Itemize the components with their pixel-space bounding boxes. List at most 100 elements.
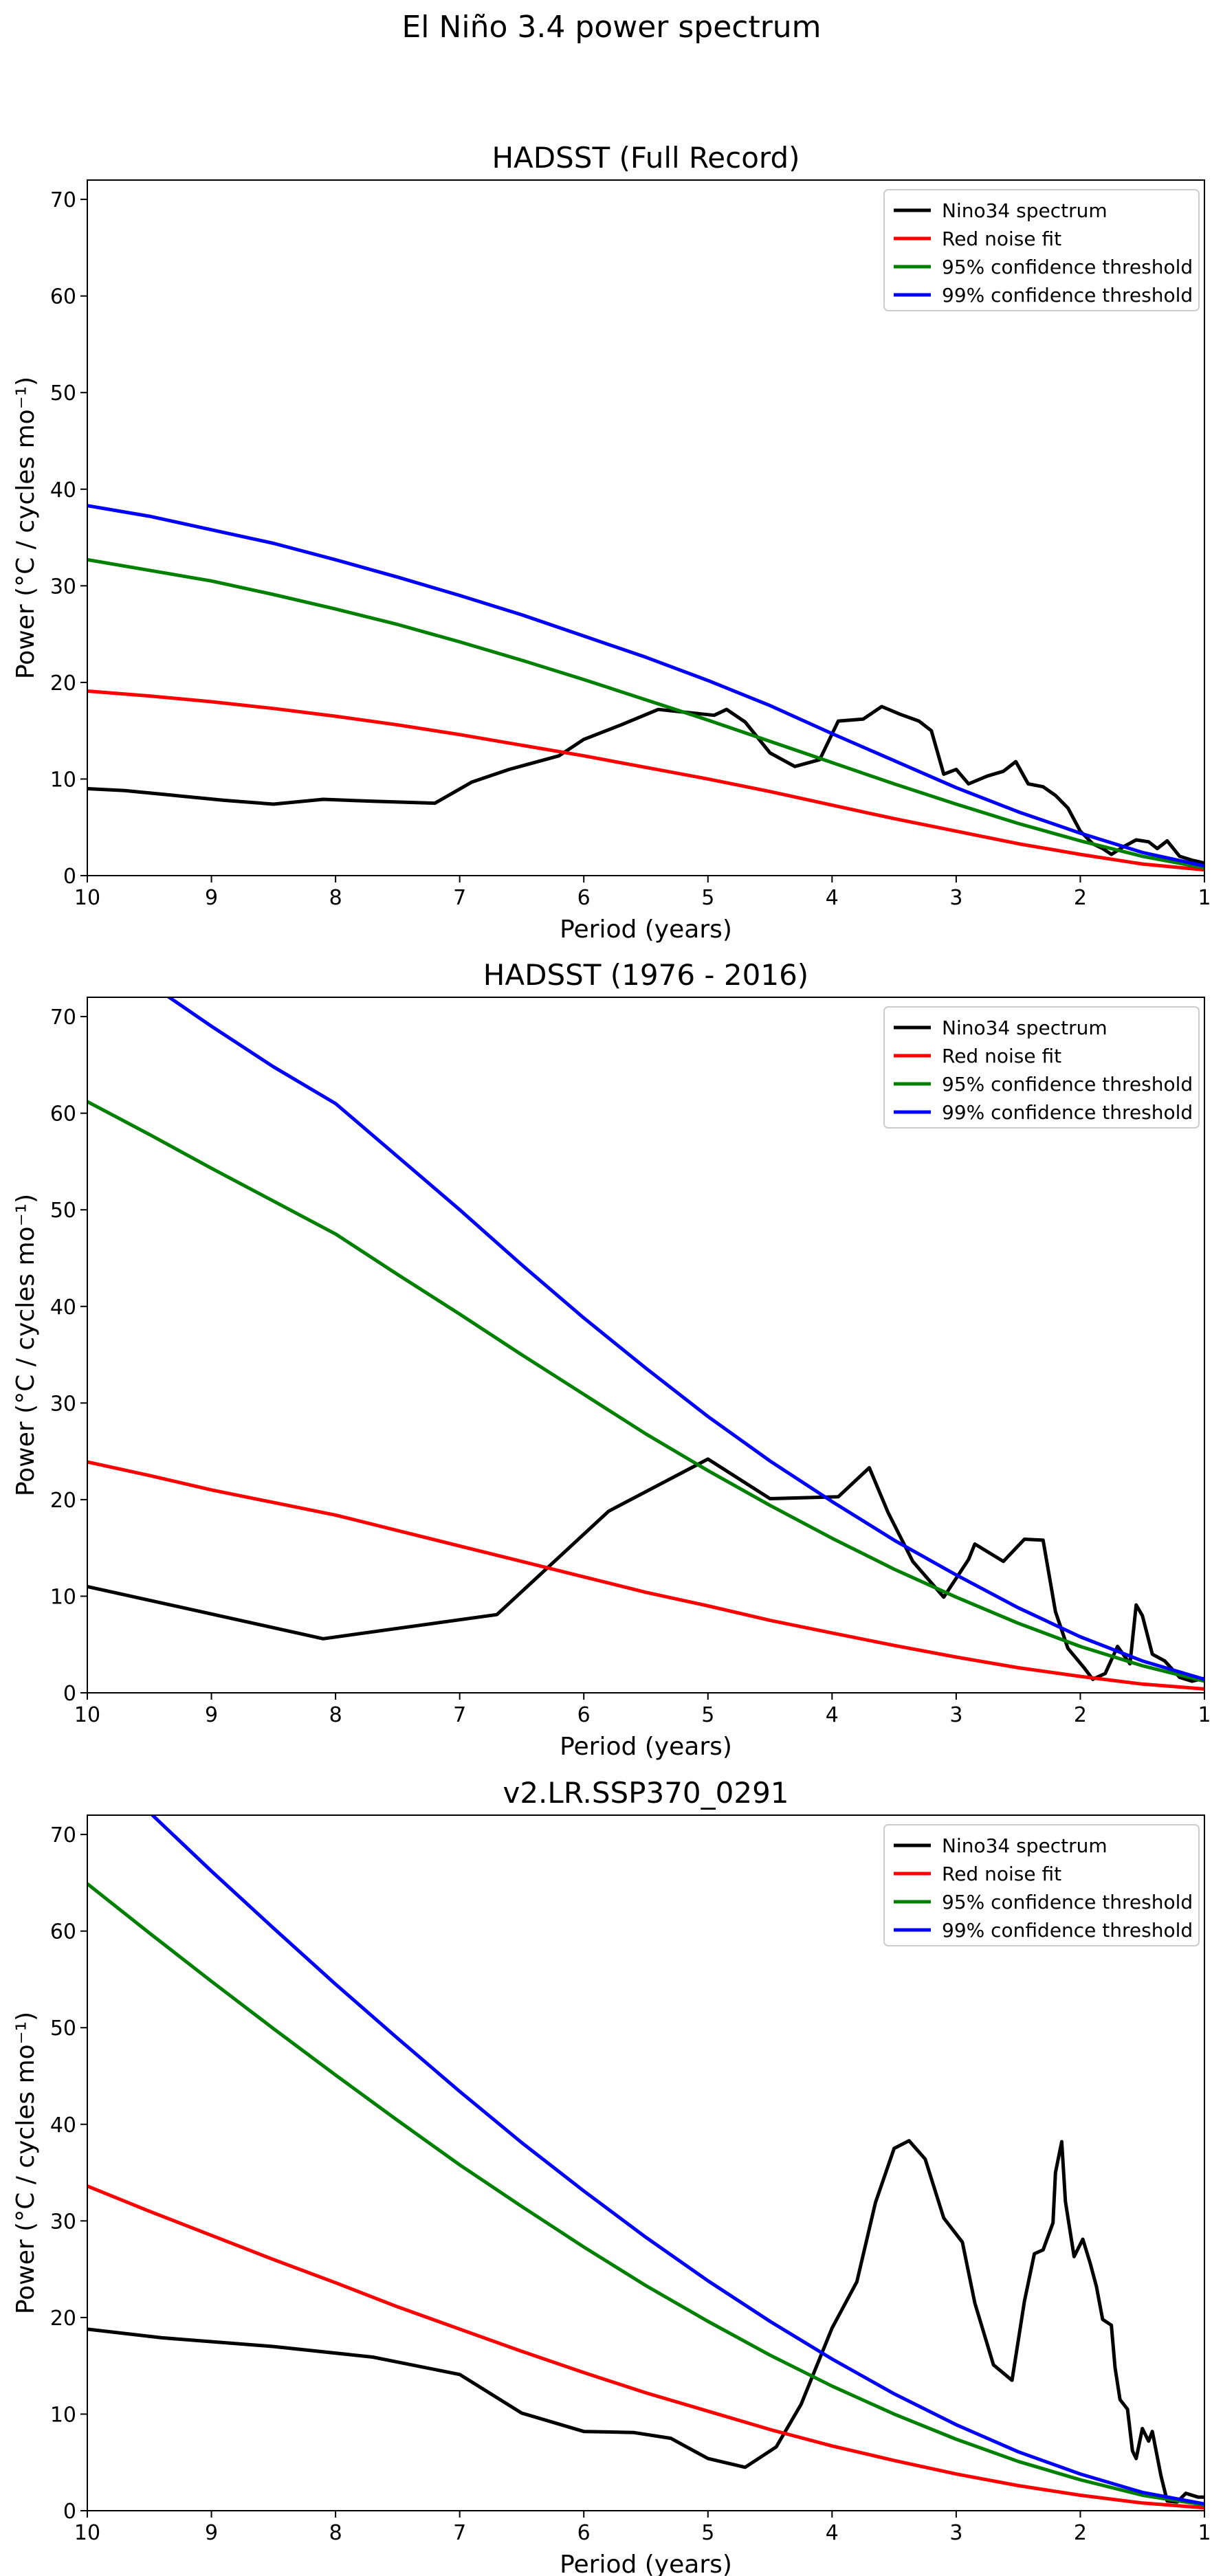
y-tick-label: 20 xyxy=(50,671,76,696)
y-tick-label: 20 xyxy=(50,1489,76,1513)
legend-box xyxy=(883,1824,1200,1946)
y-tick-label: 0 xyxy=(63,2500,76,2524)
x-tick-label: 3 xyxy=(949,2521,962,2545)
y-tick-label: 0 xyxy=(63,865,76,889)
x-tick-label: 9 xyxy=(205,1703,218,1727)
x-tick-label: 7 xyxy=(453,886,466,910)
x-tick-label: 9 xyxy=(205,2521,218,2545)
y-tick-label: 60 xyxy=(50,1920,76,1944)
y-tick-label: 10 xyxy=(50,2403,76,2427)
x-tick-label: 6 xyxy=(577,1703,591,1727)
y-tick-label: 40 xyxy=(50,1296,76,1320)
y-tick-label: 50 xyxy=(50,2017,76,2041)
figure-suptitle: El Niño 3.4 power spectrum xyxy=(401,10,822,45)
legend-label: 99% confidence threshold xyxy=(942,1919,1193,1942)
x-tick-label: 9 xyxy=(205,886,218,910)
series-line-99-confidence-threshold xyxy=(87,504,1204,868)
y-tick-label: 30 xyxy=(50,2210,76,2234)
series-line-99-confidence-threshold xyxy=(166,997,1204,1681)
legend-box xyxy=(883,1006,1200,1129)
x-tick-label: 3 xyxy=(949,886,962,910)
legend: Nino34 spectrum Red noise fit 95% confiden… xyxy=(883,1006,1200,1129)
subplot-title: HADSST (1976 - 2016) xyxy=(483,958,808,992)
series-line-red-noise-fit xyxy=(87,689,1204,872)
x-tick-label: 4 xyxy=(826,886,839,910)
legend: Nino34 spectrum Red noise fit 95% confiden… xyxy=(883,189,1200,311)
x-tick-label: 1 xyxy=(1198,886,1211,910)
plot-frame xyxy=(87,997,1205,1694)
y-tick-label: 70 xyxy=(50,188,76,212)
x-tick-label: 5 xyxy=(701,2521,714,2545)
legend-label: 99% confidence threshold xyxy=(942,284,1193,307)
y-tick-label: 30 xyxy=(50,1392,76,1416)
x-tick-label: 2 xyxy=(1074,1703,1087,1727)
x-tick-label: 8 xyxy=(329,2521,342,2545)
legend-label: 95% confidence threshold xyxy=(942,1073,1193,1096)
y-tick-label: 50 xyxy=(50,381,76,406)
x-tick-label: 2 xyxy=(1074,886,1087,910)
y-tick-label: 10 xyxy=(50,768,76,792)
series-line-red-noise-fit xyxy=(87,1460,1204,1691)
legend-label: Nino34 spectrum xyxy=(942,1017,1108,1039)
y-tick-label: 70 xyxy=(50,1006,76,1030)
legend-label: 95% confidence threshold xyxy=(942,256,1193,278)
x-tick-label: 6 xyxy=(577,2521,591,2545)
subplot-1: HADSST (Full Record)10 9 8 7 6 5 4 3 2 1010203040… xyxy=(12,141,1211,944)
y-axis-label: Power (°C / cycles mo⁻¹) xyxy=(12,2012,40,2314)
x-tick-label: 2 xyxy=(1074,2521,1087,2545)
x-axis-label: Period (years) xyxy=(560,915,732,944)
subplot-title: HADSST (Full Record) xyxy=(492,141,800,175)
x-tick-label: 6 xyxy=(577,886,591,910)
y-tick-label: 40 xyxy=(50,2113,76,2138)
x-tick-label: 1 xyxy=(1198,1703,1211,1727)
x-axis-label: Period (years) xyxy=(560,1733,732,1761)
series-line-nino34-spectrum xyxy=(87,2139,1204,2504)
legend-label: Nino34 spectrum xyxy=(942,199,1108,222)
x-tick-label: 10 xyxy=(74,886,100,910)
y-axis-label: Power (°C / cycles mo⁻¹) xyxy=(12,377,40,679)
legend-label: Nino34 spectrum xyxy=(942,1834,1108,1857)
x-tick-label: 4 xyxy=(826,2521,839,2545)
legend: Nino34 spectrum Red noise fit 95% confiden… xyxy=(883,1824,1200,1946)
x-tick-label: 5 xyxy=(701,886,714,910)
y-tick-label: 60 xyxy=(50,285,76,309)
plot-frame xyxy=(87,179,1205,876)
x-tick-label: 7 xyxy=(453,1703,466,1727)
x-tick-label: 1 xyxy=(1198,2521,1211,2545)
x-tick-label: 10 xyxy=(74,2521,100,2545)
legend-box xyxy=(883,189,1200,311)
series-line-99-confidence-threshold xyxy=(150,1815,1204,2506)
x-tick-label: 5 xyxy=(701,1703,714,1727)
legend-label: 99% confidence threshold xyxy=(942,1101,1193,1124)
legend-label: Red noise fit xyxy=(942,1045,1061,1067)
x-axis-label: Period (years) xyxy=(560,2551,732,2576)
series-line-nino34-spectrum xyxy=(87,704,1204,865)
series-line-95-confidence-threshold xyxy=(87,1100,1204,1683)
y-tick-label: 10 xyxy=(50,1585,76,1609)
x-tick-label: 3 xyxy=(949,1703,962,1727)
x-tick-label: 8 xyxy=(329,1703,342,1727)
subplot-title: v2.LR.SSP370_0291 xyxy=(503,1776,789,1810)
x-tick-label: 4 xyxy=(826,1703,839,1727)
y-axis-label: Power (°C / cycles mo⁻¹) xyxy=(12,1194,40,1496)
plot-frame xyxy=(87,1814,1205,2511)
series-line-red-noise-fit xyxy=(87,2184,1204,2510)
y-tick-label: 0 xyxy=(63,1682,76,1706)
y-tick-label: 60 xyxy=(50,1102,76,1126)
y-tick-label: 40 xyxy=(50,478,76,502)
y-tick-label: 70 xyxy=(50,1823,76,1847)
y-tick-label: 50 xyxy=(50,1199,76,1223)
series-line-nino34-spectrum xyxy=(87,1457,1204,1683)
legend-label: Red noise fit xyxy=(942,1863,1061,1885)
y-tick-label: 20 xyxy=(50,2307,76,2331)
legend-label: Red noise fit xyxy=(942,227,1061,250)
series-line-95-confidence-threshold xyxy=(87,557,1204,870)
y-tick-label: 30 xyxy=(50,575,76,599)
x-tick-label: 7 xyxy=(453,2521,466,2545)
legend-label: 95% confidence threshold xyxy=(942,1891,1193,1913)
x-tick-label: 8 xyxy=(329,886,342,910)
x-tick-label: 10 xyxy=(74,1703,100,1727)
subplot-2: HADSST (1976 - 2016)10 9 8 7 6 5 4 3 2 1010203040… xyxy=(12,958,1211,1761)
